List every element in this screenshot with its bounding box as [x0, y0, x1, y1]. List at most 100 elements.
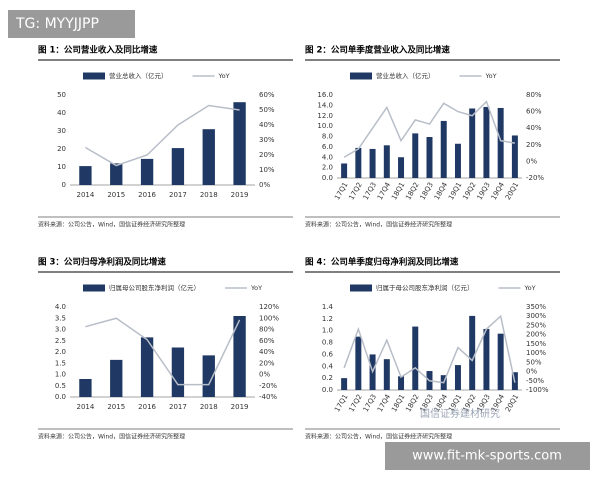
- bar: [355, 336, 362, 390]
- bar: [511, 135, 518, 178]
- bar: [171, 347, 185, 397]
- legend-swatch: [350, 284, 372, 292]
- legend-swatch: [83, 284, 105, 292]
- legend-label: YoY: [524, 284, 536, 292]
- y-tick-label: 1.5: [55, 359, 66, 367]
- y-tick-label: 0.8: [322, 339, 333, 347]
- bar: [497, 107, 504, 178]
- y2-tick-label: 10%: [259, 166, 275, 174]
- x-tick-label: 2014: [77, 191, 95, 199]
- bar: [202, 355, 215, 397]
- x-tick-label: 2018: [200, 403, 218, 411]
- bar: [233, 102, 246, 185]
- y2-tick-label: 40%: [259, 121, 275, 129]
- x-tick-label: 20Q1: [504, 181, 520, 201]
- bar: [440, 120, 447, 178]
- source: 资料来源：公司公告，Wind，国信证券经济研究所整理: [38, 221, 185, 229]
- y-tick-label: 16.0: [317, 91, 333, 99]
- yoy-line: [343, 314, 516, 384]
- source: 资料来源：公司公告，Wind，国信证券经济研究所整理: [305, 433, 452, 441]
- source: 资料来源：公司公告，Wind，国信证券经济研究所整理: [305, 221, 452, 229]
- y-tick-label: 12.0: [317, 112, 333, 120]
- bar: [383, 145, 390, 178]
- x-tick-label: 2019: [231, 403, 249, 411]
- bar: [341, 163, 348, 178]
- tag-box: [8, 10, 135, 38]
- y2-tick-label: 20%: [259, 359, 275, 367]
- legend-label: 归属母公司股东净利润（亿元）: [109, 283, 200, 292]
- y-tick-label: 14.0: [317, 101, 333, 109]
- bar: [140, 337, 154, 397]
- y2-tick-label: 40%: [259, 348, 275, 356]
- y2-tick-label: 30%: [259, 136, 275, 144]
- site-box: [385, 442, 590, 470]
- chart-title: 图 2：公司单季度营业收入及同比增速: [305, 45, 450, 56]
- y2-tick-label: 20%: [526, 141, 542, 149]
- y2-tick-label: 200%: [526, 331, 546, 339]
- yoy-line: [343, 100, 516, 158]
- y2-tick-label: 100%: [526, 349, 546, 357]
- y-tick-label: 30: [57, 127, 66, 135]
- x-tick-label: 2017: [169, 191, 187, 199]
- legend-label: 营业总收入（亿元）: [376, 71, 435, 80]
- yoy-line: [85, 317, 241, 386]
- y2-tick-label: 0%: [259, 181, 270, 189]
- y-tick-label: 8.0: [322, 133, 333, 141]
- y-tick-label: 4.0: [55, 303, 66, 311]
- bar: [426, 137, 433, 178]
- y-tick-label: 3.0: [55, 326, 66, 334]
- y-tick-label: 0.6: [322, 350, 334, 358]
- y-tick-label: 10.0: [317, 122, 333, 130]
- y2-tick-label: 80%: [259, 326, 275, 334]
- bar: [79, 166, 92, 185]
- bar: [233, 316, 246, 397]
- y2-tick-label: 40%: [526, 124, 542, 132]
- y-tick-label: 20: [57, 145, 66, 153]
- y2-tick-label: 50%: [259, 106, 275, 114]
- y2-tick-label: 60%: [526, 108, 542, 116]
- y-tick-label: 40: [57, 109, 66, 117]
- bar: [483, 106, 490, 178]
- legend-swatch: [83, 72, 105, 80]
- y2-tick-label: 350%: [526, 303, 546, 311]
- bar: [140, 158, 154, 185]
- tag-text: TG: MYYJJPP: [15, 16, 99, 32]
- y2-tick-label: 60%: [259, 337, 275, 345]
- y-tick-label: 0.0: [322, 386, 333, 394]
- x-tick-label: 2015: [107, 191, 125, 199]
- x-tick-label: 2016: [138, 191, 156, 199]
- y2-tick-label: 0%: [259, 371, 270, 379]
- bar: [497, 333, 504, 390]
- y-tick-label: 2.0: [322, 164, 333, 172]
- y-tick-label: 6.0: [322, 143, 333, 151]
- x-tick-label: 2018: [200, 191, 218, 199]
- y2-tick-label: 100%: [259, 314, 279, 322]
- y2-tick-label: -20%: [526, 174, 544, 182]
- y-tick-label: 1.2: [322, 315, 333, 323]
- legend-label: 归属于母公司股东净利润（亿元）: [376, 283, 474, 292]
- bar: [398, 157, 405, 178]
- y-tick-label: 2.0: [55, 348, 66, 356]
- x-tick-label: 2017: [169, 403, 187, 411]
- watermark: 国信证券建材研究: [420, 407, 500, 420]
- yoy-line: [85, 104, 240, 167]
- y2-tick-label: 120%: [259, 303, 279, 311]
- y-tick-label: 0.4: [322, 362, 334, 370]
- bar: [171, 148, 185, 185]
- source: 资料来源：公司公告，Wind，国信证券经济研究所整理: [38, 433, 185, 441]
- y-tick-label: 50: [57, 91, 66, 99]
- site-text: www.fit-mk-sports.com: [412, 449, 562, 464]
- y-tick-label: 1.0: [322, 327, 333, 335]
- x-tick-label: 2016: [138, 403, 156, 411]
- y2-tick-label: -40%: [259, 393, 277, 401]
- legend-label: YoY: [218, 72, 230, 80]
- bar: [110, 163, 123, 185]
- y-tick-label: 1.0: [55, 371, 66, 379]
- bar: [454, 365, 461, 390]
- x-tick-label: 2014: [77, 403, 95, 411]
- legend-label: YoY: [250, 284, 262, 292]
- y2-tick-label: 50%: [526, 358, 542, 366]
- y-tick-label: 1.4: [322, 303, 334, 311]
